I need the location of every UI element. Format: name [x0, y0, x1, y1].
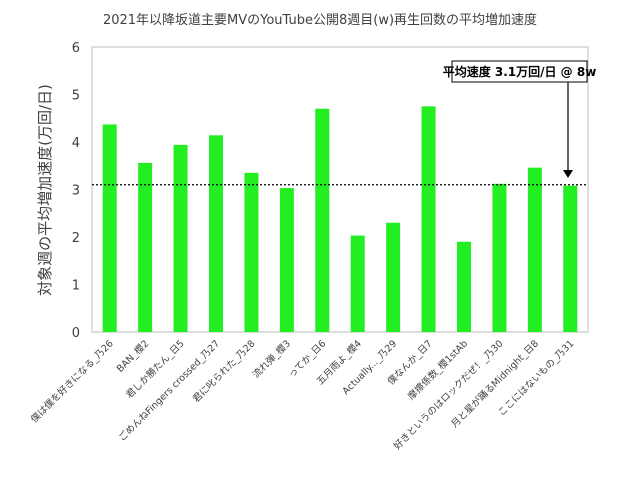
y-tick-label: 2 — [72, 231, 80, 246]
y-tick-label: 6 — [72, 41, 80, 56]
x-category-label: 君しか勝たん_日5 — [124, 338, 187, 401]
bar — [244, 172, 259, 332]
y-tick-label: 4 — [72, 136, 80, 151]
y-axis-ticks: 0 1 2 3 4 5 6 — [72, 41, 80, 341]
annotation-arrowhead — [563, 170, 573, 178]
x-category-label: 君に叱られた_乃28 — [191, 338, 258, 405]
plot-area — [91, 46, 589, 333]
x-category-label: 僕は僕を好きになる_乃26 — [28, 338, 116, 426]
y-axis-label: 対象週の平均増加速度(万回/日) — [36, 84, 54, 296]
bars — [102, 106, 578, 332]
y-tick-label: 1 — [72, 279, 80, 294]
x-category-label: 流れ弾_櫻3 — [250, 338, 293, 381]
bar — [102, 124, 117, 332]
y-tick-label: 0 — [72, 326, 80, 341]
chart-title: 2021年以降坂道主要MVのYouTube公開8週目(w)再生回数の平均増加速度 — [103, 12, 537, 28]
bar — [386, 222, 401, 332]
bar — [315, 108, 330, 332]
y-tick-label: 3 — [72, 184, 80, 199]
bar — [492, 183, 507, 332]
bar — [527, 167, 542, 332]
y-tick-label: 5 — [72, 89, 80, 104]
x-axis-categories: 僕は僕を好きになる_乃26 BAN_櫻2君しか勝たん_日5ごめんねFingers … — [28, 338, 576, 452]
bar — [138, 162, 153, 332]
annotation-box — [451, 60, 588, 83]
bar — [421, 106, 436, 332]
bar — [173, 144, 188, 332]
bar — [563, 185, 578, 332]
average-annotation: 平均速度 3.1万回/日 @ 8w — [443, 60, 597, 178]
bar — [209, 135, 223, 332]
x-category-label: 摩擦係数_櫻1stAb — [405, 338, 470, 403]
bar — [457, 241, 471, 332]
annotation-text: 平均速度 3.1万回/日 @ 8w — [443, 64, 597, 79]
bar — [279, 188, 294, 332]
x-category-label: BAN_櫻2 — [114, 338, 151, 375]
bar — [350, 235, 365, 332]
